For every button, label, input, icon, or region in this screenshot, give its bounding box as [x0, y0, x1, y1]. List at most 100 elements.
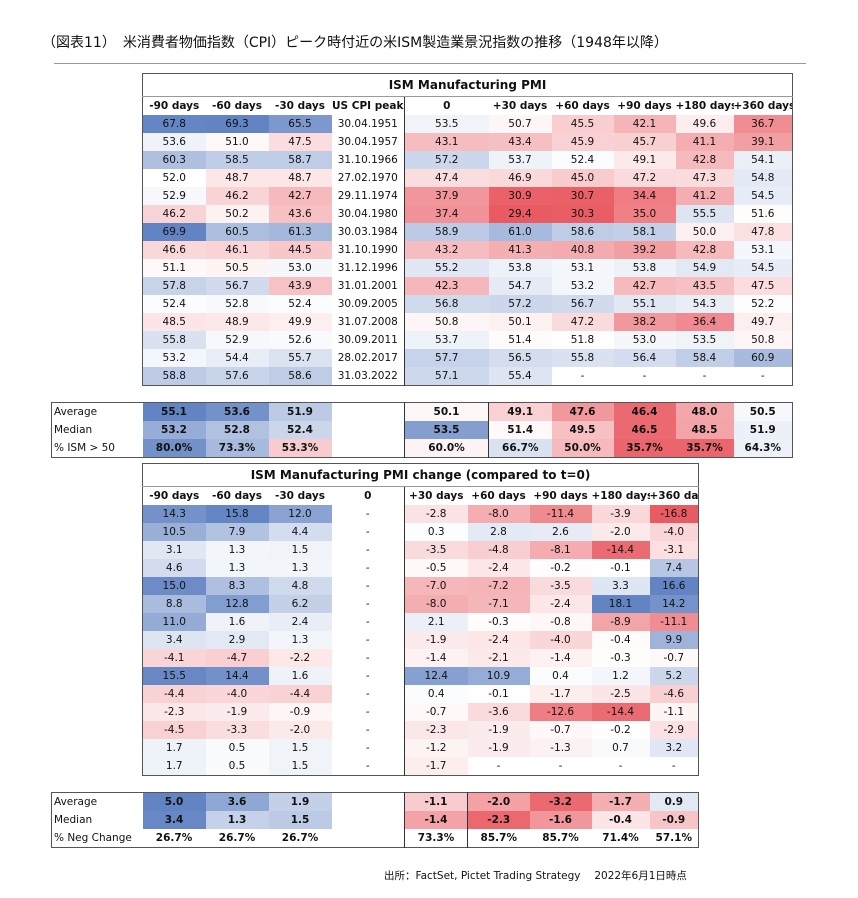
table-cell: -0.1 — [467, 685, 530, 703]
table-cell: 55.7 — [268, 349, 332, 367]
column-header: -60 days — [212, 490, 262, 502]
change-summary-table: Average 5.0 3.6 1.9 -1.1 -2.0 -3.2 -1.7 0.9 Media… — [51, 792, 699, 848]
table-cell: -0.7 — [404, 703, 468, 721]
summary-cell — [332, 793, 405, 812]
table-cell: - — [365, 562, 370, 574]
summary-cell: 35.7% — [675, 439, 734, 458]
table-cell: - — [551, 367, 614, 386]
table-cell: 7.9 — [205, 523, 269, 541]
table-row: 3.4 2.9 1.3 - -1.9 -2.4 -4.0 -0.4 9.9 — [142, 631, 699, 649]
table-cell: 61.3 — [268, 223, 332, 241]
column-header: +90 days — [617, 100, 672, 112]
table-cell: 4.4 — [268, 523, 332, 541]
summary-cell: 48.0 — [675, 402, 734, 421]
table-cell: 67.8 — [142, 115, 206, 133]
column-header: -30 days — [275, 490, 325, 502]
column-header: 0 — [404, 96, 489, 115]
summary-cell: 46.5 — [613, 421, 676, 439]
table-cell: 1.6 — [205, 613, 269, 631]
table-cell: - — [365, 634, 370, 646]
summary-cell: 50.0% — [551, 439, 614, 458]
table-cell: - — [365, 544, 370, 556]
table-row: 52.0 48.7 48.7 27.02.1970 47.4 46.9 45.0 47.2 47… — [142, 169, 793, 187]
summary-cell: 55.1 — [142, 402, 206, 421]
table-row: 52.4 52.8 52.4 30.09.2005 56.8 57.2 56.7 55.1 54… — [142, 295, 793, 313]
column-header: +180 days — [675, 100, 734, 112]
table-cell: 39.2 — [613, 241, 676, 259]
summary-cell: 64.3% — [733, 439, 793, 458]
table-cell: 55.8 — [551, 349, 614, 367]
summary-cell: 51.9 — [268, 402, 332, 421]
summary-row: Average 55.1 53.6 51.9 50.1 49.1 47.6 46.4 48.0 5… — [52, 402, 793, 421]
pmi-summary-table: Average 55.1 53.6 51.9 50.1 49.1 47.6 46.4 48.0 5… — [51, 402, 793, 458]
table-cell: 53.7 — [404, 331, 489, 349]
table-cell: 45.0 — [551, 169, 614, 187]
table-cell: 31.07.2008 — [337, 316, 398, 328]
table-cell: 53.1 — [551, 259, 614, 277]
table-cell: 52.8 — [205, 295, 269, 313]
table-cell: 45.7 — [613, 133, 676, 151]
table-cell: 3.1 — [142, 541, 206, 559]
table-cell: - — [365, 580, 370, 592]
table-cell: -2.4 — [467, 631, 530, 649]
summary-cell: 73.3% — [404, 829, 468, 848]
table-cell: 58.6 — [268, 367, 332, 386]
table-cell: 40.8 — [551, 241, 614, 259]
table-cell: 58.4 — [675, 349, 734, 367]
column-header: -60 days — [212, 100, 262, 112]
table-cell: 0.4 — [529, 667, 592, 685]
table-row: 4.6 1.3 1.3- -0.5 -2.4 -0.2 -0.1 7.4 — [142, 559, 699, 577]
summary-label: % Neg Change — [54, 832, 132, 844]
column-header: 0 — [364, 490, 372, 502]
summary-cell: 46.4 — [613, 402, 676, 421]
table-cell: 1.2 — [591, 667, 650, 685]
table-cell: 0.5 — [205, 739, 269, 757]
summary-cell: 35.7% — [613, 439, 676, 458]
table-cell: -11.4 — [529, 505, 592, 523]
table-cell: 2.9 — [205, 631, 269, 649]
table-cell: 28.02.2017 — [337, 352, 398, 364]
table-row: 46.6 46.1 44.5 31.10.1990 43.2 41.3 40.8 39.2 42… — [142, 241, 793, 259]
table-row: 11.0 1.6 2.4 - 2.1 -0.3 -0.8 -8.9 -11.1 — [142, 613, 699, 631]
table-row: 53.2 54.4 55.7 28.02.2017 57.7 56.5 55.8 56.4 58… — [142, 349, 793, 367]
table-cell: -11.1 — [649, 613, 699, 631]
table-cell: -4.4 — [142, 685, 206, 703]
table-cell: -4.4 — [268, 685, 332, 703]
table-cell: - — [591, 757, 650, 776]
summary-cell: -1.1 — [404, 792, 468, 811]
table-row: -4.4 -4.0 -4.4 - 0.4 -0.1 -1.7 -2.5 -4.6 — [142, 685, 699, 703]
table-cell: 30.04.1980 — [337, 208, 398, 220]
summary-cell: 66.7% — [488, 439, 552, 458]
table-cell: -4.8 — [467, 541, 530, 559]
table-cell: 55.2 — [404, 259, 489, 277]
table-cell: 43.4 — [488, 133, 552, 151]
summary-cell: 85.7% — [529, 829, 592, 848]
table-cell: - — [365, 616, 370, 628]
table-row: 14.3 15.8 12.0 - -2.8 -8.0 -11.4 -3.9 -16.8 — [142, 505, 699, 523]
summary-cell: 51.9 — [733, 421, 793, 439]
table-row: 58.8 57.6 58.6 31.03.2022 57.1 55.4- - - - — [142, 367, 793, 386]
summary-cell: 80.0% — [142, 439, 206, 458]
summary-cell: 57.1% — [649, 829, 699, 848]
table-cell: 65.5 — [268, 115, 332, 133]
summary-cell: 53.3% — [268, 439, 332, 458]
table-cell: - — [365, 526, 370, 538]
table-cell: 45.9 — [551, 133, 614, 151]
table-row: 57.8 56.7 43.9 31.01.2001 42.3 54.7 53.2 42.7 43… — [142, 277, 793, 295]
summary-cell: -1.6 — [529, 811, 592, 829]
summary-row: Median 53.2 52.8 52.4 53.5 51.4 49.5 46.5 48.5 51… — [52, 421, 793, 439]
table-title: ISM Manufacturing PMI — [142, 73, 793, 97]
table-cell: -2.3 — [142, 703, 206, 721]
table-cell: 16.6 — [649, 577, 699, 595]
table-cell: 69.9 — [142, 223, 206, 241]
table-cell: 31.03.2022 — [337, 370, 398, 382]
table-cell: 3.2 — [649, 739, 699, 757]
table-cell: 47.4 — [404, 169, 489, 187]
table-cell: 47.3 — [675, 169, 734, 187]
summary-cell: 3.4 — [142, 811, 206, 829]
table-cell: 0.7 — [591, 739, 650, 757]
table-cell: - — [365, 598, 370, 610]
table-cell: 50.5 — [205, 259, 269, 277]
table-cell: 48.9 — [205, 313, 269, 331]
table-cell: 57.8 — [142, 277, 206, 295]
